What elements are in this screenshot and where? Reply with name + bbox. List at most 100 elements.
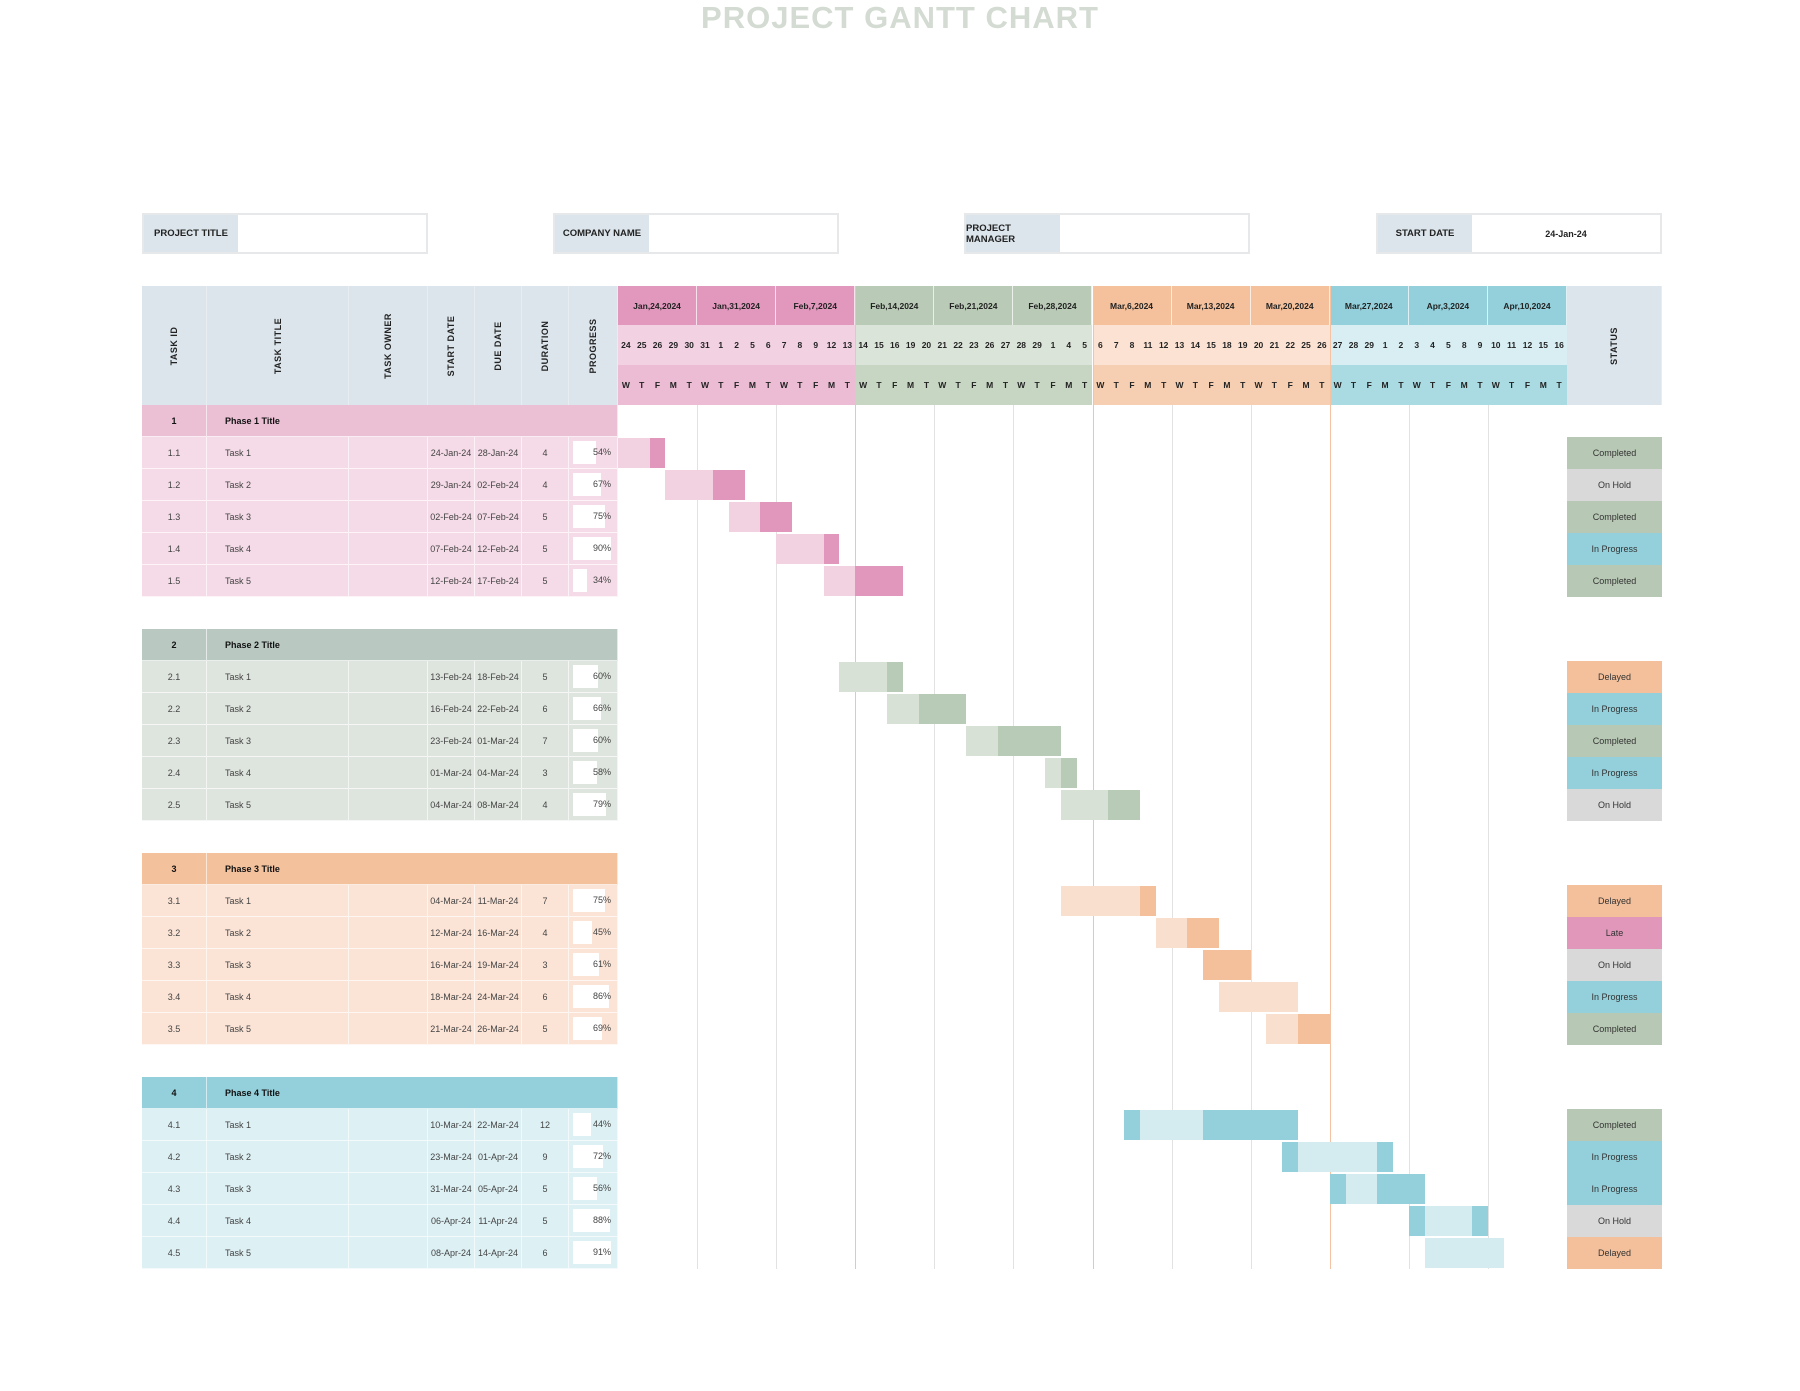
gantt-bar-dark[interactable] (1108, 790, 1140, 820)
task-task-title[interactable]: Task 3 (207, 501, 349, 533)
task-start-date[interactable]: 07-Feb-24 (428, 533, 475, 565)
gantt-bar-dark[interactable] (886, 662, 903, 692)
task-due-date[interactable]: 12-Feb-24 (475, 533, 522, 565)
task-task-id[interactable]: 2.3 (142, 725, 207, 757)
column-header-task-id[interactable]: TASK ID (142, 286, 207, 405)
task-task-title[interactable]: Task 2 (207, 917, 349, 949)
gantt-bar-light[interactable] (1155, 918, 1188, 948)
task-task-id[interactable]: 1.2 (142, 469, 207, 501)
gantt-bar-light[interactable] (1045, 758, 1061, 788)
column-header-task-title[interactable]: TASK TITLE (207, 286, 349, 405)
task-start-date[interactable]: 06-Apr-24 (428, 1205, 475, 1237)
task-task-owner[interactable] (349, 565, 428, 597)
project-manager-field[interactable]: PROJECT MANAGER (964, 213, 1250, 254)
status-badge[interactable]: Delayed (1567, 885, 1662, 917)
status-badge[interactable]: Completed (1567, 1109, 1662, 1141)
task-task-title[interactable]: Task 2 (207, 693, 349, 725)
task-start-date[interactable]: 29-Jan-24 (428, 469, 475, 501)
task-duration[interactable]: 6 (522, 981, 569, 1013)
status-badge[interactable]: In Progress (1567, 693, 1662, 725)
task-duration[interactable]: 4 (522, 789, 569, 821)
task-task-owner[interactable] (349, 437, 428, 469)
task-task-title[interactable]: Task 4 (207, 533, 349, 565)
phase-title[interactable]: Phase 2 Title (207, 629, 618, 661)
task-start-date[interactable]: 24-Jan-24 (428, 437, 475, 469)
task-task-id[interactable]: 2.4 (142, 757, 207, 789)
gantt-bar-dark[interactable] (1329, 1174, 1346, 1204)
task-duration[interactable]: 6 (522, 1237, 569, 1269)
task-task-id[interactable]: 3.1 (142, 885, 207, 917)
task-task-owner[interactable] (349, 1109, 428, 1141)
task-task-title[interactable]: Task 5 (207, 565, 349, 597)
gantt-bar-dark[interactable] (1472, 1206, 1488, 1236)
task-duration[interactable]: 5 (522, 1173, 569, 1205)
gantt-bar-dark[interactable] (1203, 1110, 1299, 1140)
task-start-date[interactable]: 16-Mar-24 (428, 949, 475, 981)
task-start-date[interactable]: 18-Mar-24 (428, 981, 475, 1013)
task-task-id[interactable]: 1.5 (142, 565, 207, 597)
task-task-owner[interactable] (349, 757, 428, 789)
gantt-bar-light[interactable] (618, 438, 650, 468)
task-task-owner[interactable] (349, 1141, 428, 1173)
task-due-date[interactable]: 24-Mar-24 (475, 981, 522, 1013)
status-badge[interactable]: Completed (1567, 437, 1662, 469)
gantt-bar-light[interactable] (839, 662, 887, 692)
task-task-owner[interactable] (349, 501, 428, 533)
task-task-owner[interactable] (349, 661, 428, 693)
task-due-date[interactable]: 05-Apr-24 (475, 1173, 522, 1205)
task-due-date[interactable]: 22-Feb-24 (475, 693, 522, 725)
status-badge[interactable]: On Hold (1567, 1205, 1662, 1237)
task-duration[interactable]: 5 (522, 1205, 569, 1237)
task-due-date[interactable]: 17-Feb-24 (475, 565, 522, 597)
task-start-date[interactable]: 12-Feb-24 (428, 565, 475, 597)
gantt-bar-light[interactable] (728, 502, 761, 532)
status-badge[interactable]: Completed (1567, 725, 1662, 757)
task-task-title[interactable]: Task 1 (207, 885, 349, 917)
task-task-id[interactable]: 4.2 (142, 1141, 207, 1173)
task-task-title[interactable]: Task 2 (207, 469, 349, 501)
gantt-bar-dark[interactable] (1139, 886, 1156, 916)
task-due-date[interactable]: 11-Mar-24 (475, 885, 522, 917)
task-duration[interactable]: 3 (522, 949, 569, 981)
gantt-bar-light[interactable] (1060, 790, 1109, 820)
status-badge[interactable]: In Progress (1567, 981, 1662, 1013)
gantt-bar-light[interactable] (823, 566, 856, 596)
task-task-title[interactable]: Task 5 (207, 1237, 349, 1269)
task-task-owner[interactable] (349, 981, 428, 1013)
gantt-bar-light[interactable] (1345, 1174, 1378, 1204)
phase-title[interactable]: Phase 1 Title (207, 405, 618, 437)
task-due-date[interactable]: 28-Jan-24 (475, 437, 522, 469)
task-due-date[interactable]: 16-Mar-24 (475, 917, 522, 949)
column-header-duration[interactable]: DURATION (522, 286, 569, 405)
project-title-value[interactable] (238, 215, 426, 252)
task-due-date[interactable]: 18-Feb-24 (475, 661, 522, 693)
gantt-bar-dark[interactable] (1060, 758, 1077, 788)
task-duration[interactable]: 3 (522, 757, 569, 789)
status-badge[interactable]: In Progress (1567, 1141, 1662, 1173)
gantt-bar-light[interactable] (965, 726, 998, 756)
task-task-owner[interactable] (349, 1237, 428, 1269)
task-task-title[interactable]: Task 4 (207, 757, 349, 789)
gantt-bar-dark[interactable] (1282, 1142, 1299, 1172)
task-task-id[interactable]: 4.1 (142, 1109, 207, 1141)
task-due-date[interactable]: 14-Apr-24 (475, 1237, 522, 1269)
gantt-bar-light[interactable] (1298, 1142, 1378, 1172)
task-due-date[interactable]: 01-Mar-24 (475, 725, 522, 757)
gantt-bar-light[interactable] (665, 470, 713, 500)
task-task-owner[interactable] (349, 533, 428, 565)
task-duration[interactable]: 7 (522, 885, 569, 917)
task-start-date[interactable]: 08-Apr-24 (428, 1237, 475, 1269)
task-due-date[interactable]: 07-Feb-24 (475, 501, 522, 533)
task-task-owner[interactable] (349, 917, 428, 949)
task-due-date[interactable]: 01-Apr-24 (475, 1141, 522, 1173)
project-title-field[interactable]: PROJECT TITLE (142, 213, 428, 254)
task-start-date[interactable]: 04-Mar-24 (428, 885, 475, 917)
task-task-owner[interactable] (349, 789, 428, 821)
task-task-id[interactable]: 2.5 (142, 789, 207, 821)
task-task-owner[interactable] (349, 1013, 428, 1045)
task-task-owner[interactable] (349, 949, 428, 981)
gantt-bar-light[interactable] (886, 694, 919, 724)
gantt-bar-dark[interactable] (823, 534, 840, 564)
task-due-date[interactable]: 19-Mar-24 (475, 949, 522, 981)
task-due-date[interactable]: 02-Feb-24 (475, 469, 522, 501)
